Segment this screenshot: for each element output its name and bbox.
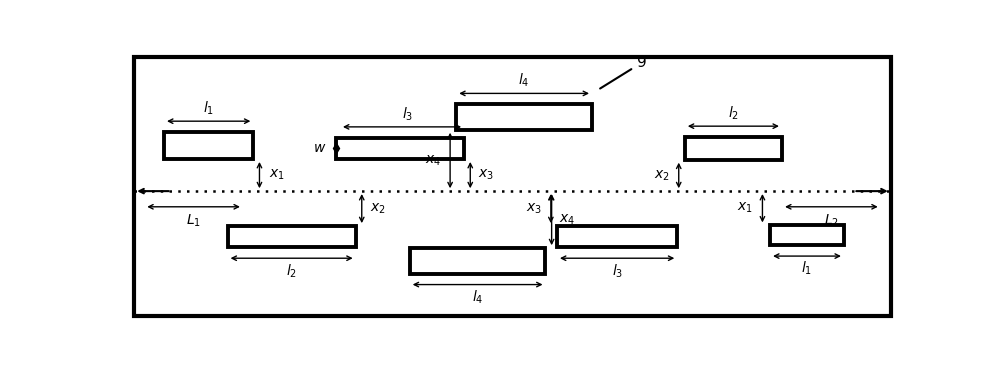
Bar bbox=[557, 226, 677, 248]
Text: $x_4$: $x_4$ bbox=[559, 212, 576, 227]
Text: $l_1$: $l_1$ bbox=[203, 100, 214, 117]
Text: $l_2$: $l_2$ bbox=[286, 262, 297, 280]
Text: $x_1$: $x_1$ bbox=[737, 201, 753, 215]
Text: $l_4$: $l_4$ bbox=[518, 72, 530, 90]
Text: $l_2$: $l_2$ bbox=[728, 105, 739, 122]
Text: $x_2$: $x_2$ bbox=[654, 168, 669, 183]
Text: $l_4$: $l_4$ bbox=[472, 289, 483, 306]
Bar bbox=[228, 226, 356, 248]
Text: $w$: $w$ bbox=[313, 141, 326, 155]
Text: $l_3$: $l_3$ bbox=[402, 105, 413, 123]
Text: $L_1$: $L_1$ bbox=[186, 212, 201, 229]
Bar bbox=[164, 132, 253, 159]
Bar bbox=[770, 225, 844, 245]
Text: $x_3$: $x_3$ bbox=[478, 168, 494, 182]
Text: $l_3$: $l_3$ bbox=[612, 262, 623, 280]
Bar bbox=[336, 138, 464, 159]
Text: 9: 9 bbox=[600, 56, 646, 88]
Text: $x_1$: $x_1$ bbox=[269, 168, 285, 182]
Text: $x_3$: $x_3$ bbox=[526, 201, 542, 216]
Bar bbox=[456, 104, 592, 130]
Text: $l_1$: $l_1$ bbox=[801, 260, 813, 278]
Text: $x_2$: $x_2$ bbox=[370, 201, 385, 216]
Text: $x_4$: $x_4$ bbox=[425, 153, 441, 168]
Bar bbox=[685, 137, 782, 160]
Text: $L_2$: $L_2$ bbox=[824, 212, 839, 229]
Bar bbox=[410, 248, 545, 274]
